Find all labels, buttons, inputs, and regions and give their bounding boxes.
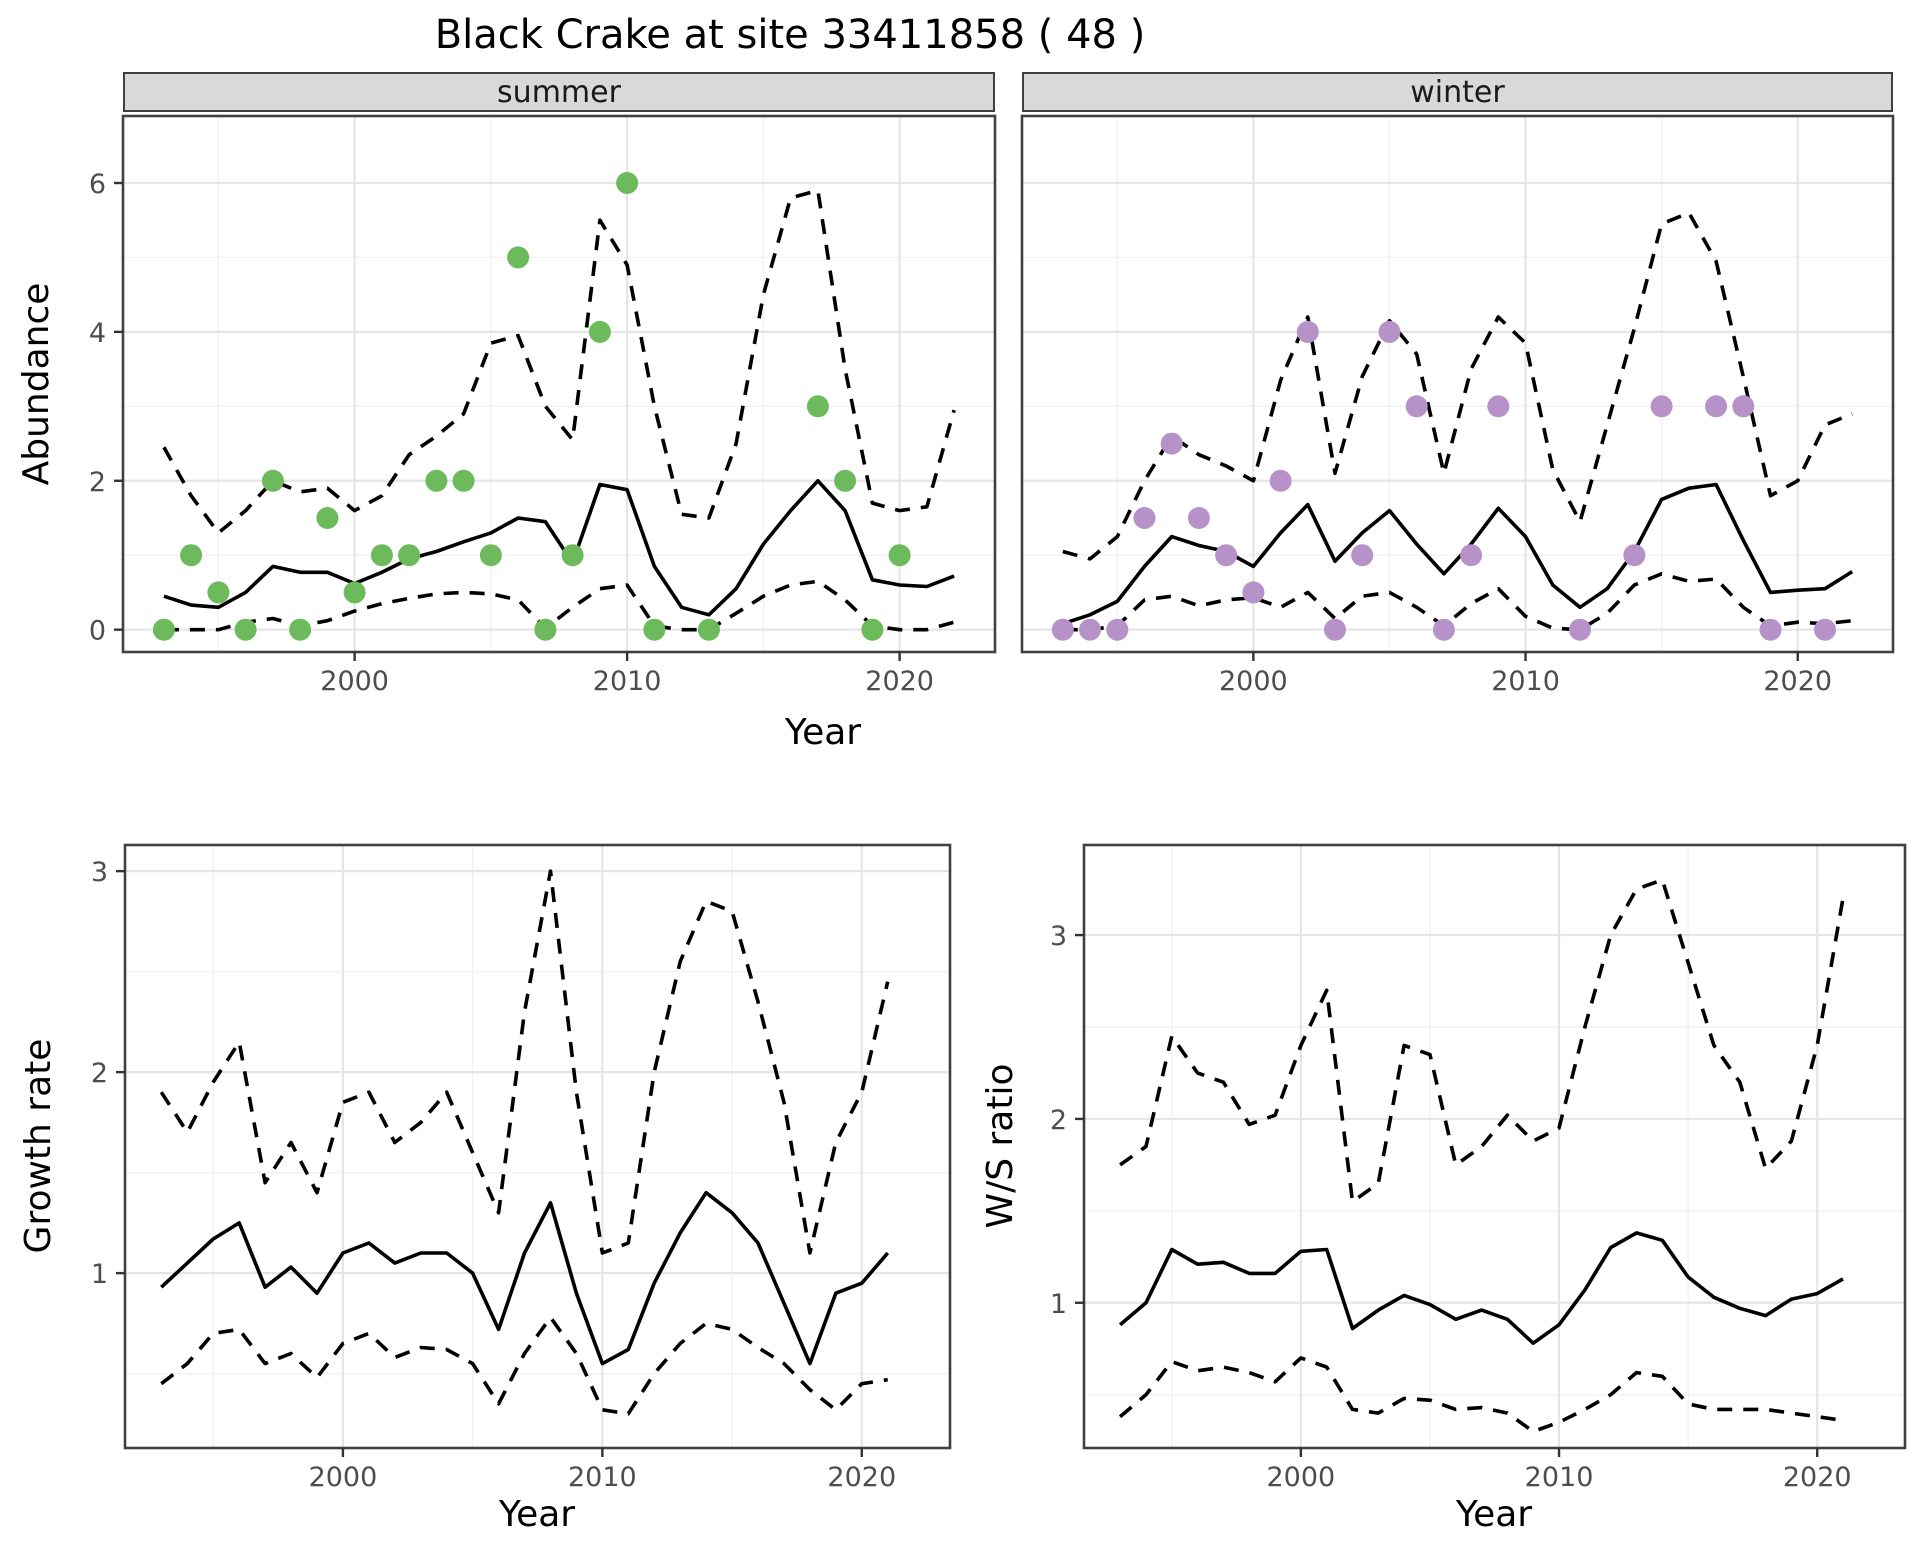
svg-text:2000: 2000 [320,666,389,697]
facet-strip-summer: summer [123,72,995,112]
svg-text:3: 3 [1050,921,1067,952]
svg-text:2020: 2020 [1763,666,1832,697]
svg-text:2: 2 [1050,1105,1067,1136]
svg-text:2020: 2020 [827,1462,896,1493]
x-axis-title-top: Year [784,712,862,753]
svg-text:2010: 2010 [568,1462,637,1493]
x-axis-title-growth-rate: Year [498,1494,576,1535]
svg-text:2: 2 [91,1058,108,1089]
page-title: Black Crake at site 33411858 ( 48 ) [434,12,1146,58]
svg-text:2020: 2020 [865,666,934,697]
svg-text:1: 1 [91,1259,108,1290]
facet-strip-winter-label: winter [1410,74,1505,110]
svg-text:2000: 2000 [309,1462,378,1493]
svg-text:2010: 2010 [1525,1462,1594,1493]
svg-text:6: 6 [89,169,106,200]
panel-ws-ratio: 2000 2010 2020 1 2 3 [1050,843,1907,1493]
svg-text:2000: 2000 [1267,1462,1336,1493]
svg-text:2020: 2020 [1783,1462,1852,1493]
panel-abundance-summer: 2000 2010 2020 0 2 4 6 [89,114,997,697]
svg-text:2000: 2000 [1219,666,1288,697]
panel-growth-rate: 2000 2010 2020 1 2 3 [91,843,952,1493]
facet-strip-winter: winter [1022,72,1893,112]
svg-text:4: 4 [89,318,106,349]
x-axis-title-ws-ratio: Year [1455,1494,1533,1535]
y-axis-title-abundance: Abundance [16,282,57,486]
svg-text:1: 1 [1050,1289,1067,1320]
svg-text:2010: 2010 [1491,666,1560,697]
panel-abundance-winter: 2000 2010 2020 [1020,114,1895,697]
svg-text:2010: 2010 [593,666,662,697]
svg-text:2: 2 [89,467,106,498]
svg-text:3: 3 [91,857,108,888]
svg-text:0: 0 [89,616,106,647]
facet-strip-summer-label: summer [497,74,621,110]
